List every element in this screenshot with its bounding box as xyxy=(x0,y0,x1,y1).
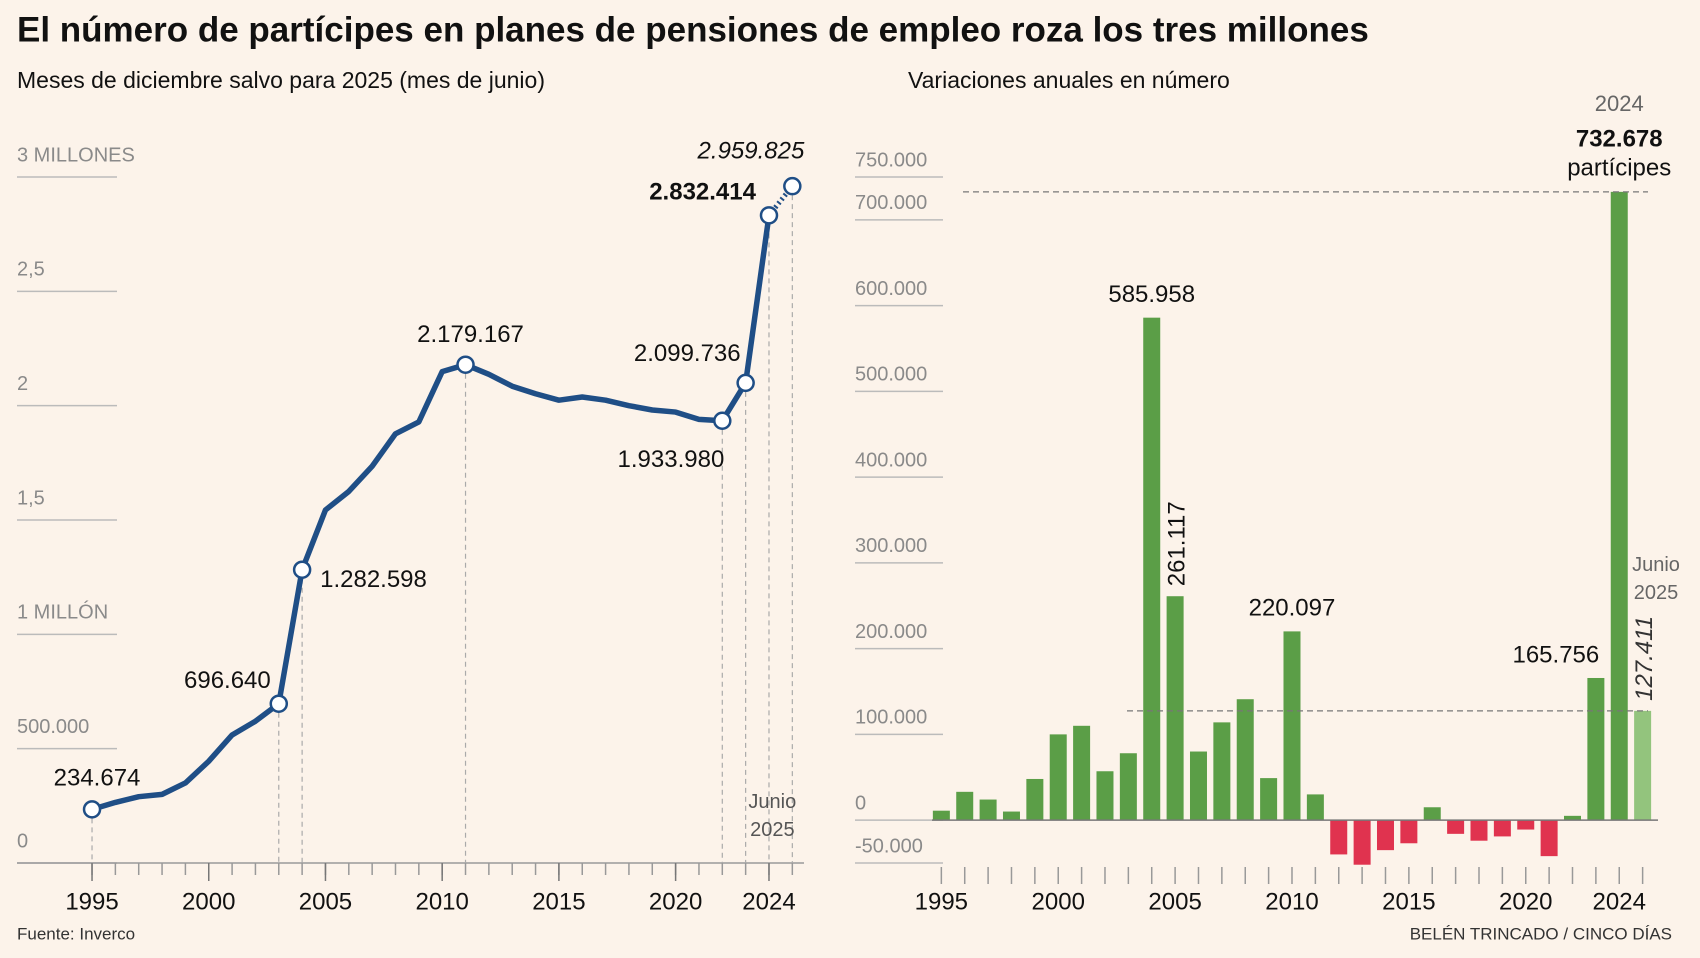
y-tick-label: 300.000 xyxy=(855,535,927,557)
bar xyxy=(1517,820,1535,830)
y-tick-label: -50.000 xyxy=(855,835,923,857)
y-tick-label: 0 xyxy=(855,792,866,814)
data-label: 220.097 xyxy=(1249,595,1336,622)
credit: BELÉN TRINCADO / CINCO DÍAS xyxy=(1410,924,1672,943)
bar xyxy=(1119,753,1137,821)
data-label: 585.958 xyxy=(1108,281,1195,308)
bar xyxy=(1400,820,1418,844)
page-title: El número de partícipes en planes de pen… xyxy=(17,10,1369,49)
y-tick-label: 500.000 xyxy=(17,716,89,738)
bar xyxy=(1634,710,1652,821)
annotation: Junio 2025 xyxy=(748,791,796,841)
x-tick-label: 2000 xyxy=(1032,888,1085,915)
x-tick-label: 1995 xyxy=(915,888,968,915)
source: Fuente: Inverco xyxy=(17,924,135,943)
bar xyxy=(1376,820,1394,851)
bar xyxy=(1166,596,1184,821)
y-tick-label: 200.000 xyxy=(855,621,927,643)
bar xyxy=(1587,677,1605,821)
data-label: 2.959.825 xyxy=(697,138,805,165)
data-label: 1.282.598 xyxy=(320,566,427,593)
x-tick-label: 2015 xyxy=(1382,888,1435,915)
data-label: 2.832.414 xyxy=(649,179,756,206)
bar xyxy=(979,799,997,821)
y-tick-label: 700.000 xyxy=(855,192,927,214)
data-label: 2.179.167 xyxy=(417,321,524,348)
bar xyxy=(1073,725,1091,821)
bar xyxy=(1236,699,1254,821)
bar xyxy=(1423,807,1441,821)
x-tick-label: 2010 xyxy=(1265,888,1318,915)
x-tick-label: 2020 xyxy=(649,888,702,915)
y-tick-label: 2,5 xyxy=(17,259,45,281)
bar xyxy=(1049,734,1067,821)
data-label: 261.117 xyxy=(1163,501,1190,586)
data-point xyxy=(456,355,475,374)
y-tick-label: 3 MILLONES xyxy=(17,144,135,166)
data-point xyxy=(783,176,802,196)
data-point xyxy=(736,373,755,393)
x-tick-label: 2024 xyxy=(742,888,795,915)
y-tick-label: 1,5 xyxy=(17,487,45,509)
data-label: 696.640 xyxy=(184,667,271,694)
y-tick-label: 100.000 xyxy=(855,707,927,729)
y-tick-label: 400.000 xyxy=(855,449,927,471)
x-tick-label: 2015 xyxy=(532,888,585,915)
bar xyxy=(1610,191,1628,821)
y-tick-label: 600.000 xyxy=(855,278,927,300)
data-label: 165.756 xyxy=(1512,641,1599,668)
x-tick-label: 2005 xyxy=(299,888,352,915)
bar xyxy=(1002,811,1020,821)
data-point xyxy=(292,560,312,579)
y-tick-label: 1 MILLÓN xyxy=(17,601,108,624)
bar xyxy=(1540,820,1558,857)
data-label: 732.678 xyxy=(1576,125,1663,152)
bar xyxy=(1143,317,1161,821)
y-tick-label: 2 xyxy=(17,373,28,395)
data-point xyxy=(269,694,289,713)
right-subtitle: Variaciones anuales en número xyxy=(908,67,1230,93)
data-line xyxy=(91,214,772,812)
bar xyxy=(1096,771,1114,821)
bar xyxy=(1189,751,1207,821)
bar xyxy=(1026,778,1044,821)
bar xyxy=(1563,815,1581,821)
bar xyxy=(1260,778,1278,821)
y-tick-label: 750.000 xyxy=(855,149,927,171)
data-label: 234.674 xyxy=(54,765,141,792)
annotation: Junio 2025 xyxy=(1632,554,1680,604)
bar xyxy=(932,810,950,821)
y-tick-label: 500.000 xyxy=(855,364,927,386)
x-tick-label: 2005 xyxy=(1148,888,1201,915)
bar xyxy=(1213,722,1231,821)
x-tick-label: 1995 xyxy=(65,888,118,915)
bar xyxy=(1353,820,1371,865)
y-tick-label: 0 xyxy=(17,830,28,852)
data-point xyxy=(759,206,779,225)
left-subtitle: Meses de diciembre salvo para 2025 (mes … xyxy=(17,67,545,93)
data-label: 127.411 xyxy=(1631,616,1658,701)
bar xyxy=(1493,820,1511,837)
bar xyxy=(1306,794,1324,821)
x-tick-label: 2020 xyxy=(1499,888,1552,915)
data-label: 1.933.980 xyxy=(618,446,725,473)
x-tick-label: 2000 xyxy=(182,888,235,915)
annotation: partícipes xyxy=(1567,154,1671,181)
annotation: 2024 xyxy=(1595,91,1644,116)
bar xyxy=(1447,820,1465,834)
data-point xyxy=(82,800,102,819)
x-tick-label: 2010 xyxy=(415,888,468,915)
bar xyxy=(1330,820,1348,855)
x-tick-label: 2024 xyxy=(1593,888,1646,915)
data-point xyxy=(713,411,732,431)
data-label: 2.099.736 xyxy=(634,340,741,367)
bar xyxy=(1470,820,1488,841)
bar xyxy=(1283,631,1301,821)
bar xyxy=(956,791,974,821)
